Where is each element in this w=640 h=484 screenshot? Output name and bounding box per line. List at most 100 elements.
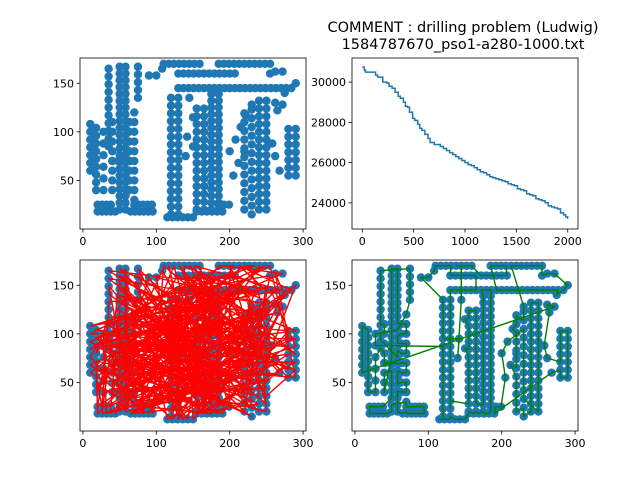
scatter-point xyxy=(199,174,209,183)
scatter-point xyxy=(166,194,176,204)
scatter-point xyxy=(262,182,271,191)
scatter-point xyxy=(121,96,130,105)
scatter-point xyxy=(247,157,256,167)
x-tick-label: 200 xyxy=(219,437,240,450)
scatter-point xyxy=(284,148,293,157)
scatter-point xyxy=(214,137,223,146)
axes-frame xyxy=(79,259,307,432)
scatter-point xyxy=(115,171,124,180)
scatter-point xyxy=(262,96,271,105)
scatter-point xyxy=(115,205,124,214)
x-tick-label: 0 xyxy=(351,437,358,450)
y-tick-label: 150 xyxy=(325,279,346,292)
scatter-point xyxy=(207,157,216,167)
scatter-point xyxy=(174,155,183,165)
x-tick-label: 0 xyxy=(359,235,366,248)
scatter-point xyxy=(291,124,300,134)
scatter-point xyxy=(254,158,264,168)
scatter-point xyxy=(174,163,183,172)
scatter-point xyxy=(199,158,209,168)
scatter-point xyxy=(166,171,176,180)
scatter-point xyxy=(115,178,124,187)
scatter-point xyxy=(133,70,143,79)
scatter-point xyxy=(207,130,216,139)
scatter-point xyxy=(174,202,183,211)
scatter-point xyxy=(254,150,264,160)
y-tick-label: 150 xyxy=(53,77,74,90)
x-tick-label: 200 xyxy=(491,437,512,450)
scatter-point xyxy=(192,127,201,137)
scatter-point xyxy=(166,148,176,157)
scatter-point xyxy=(214,89,223,99)
scatter-point xyxy=(225,147,234,156)
scatter-point xyxy=(91,185,101,195)
scatter-point xyxy=(254,182,264,191)
scatter-point xyxy=(115,144,124,153)
scatter-point xyxy=(133,85,143,95)
scatter-point xyxy=(291,140,300,149)
scatter-point xyxy=(147,200,157,209)
scatter-point xyxy=(262,174,271,183)
scatter-point xyxy=(247,140,256,149)
scatter-point xyxy=(192,182,201,191)
scatter-point xyxy=(121,69,130,78)
scatter-point xyxy=(130,108,139,117)
y-tick-label: 50 xyxy=(60,376,74,389)
scatter-point xyxy=(240,196,249,206)
scatter-point xyxy=(199,112,209,121)
scatter-point xyxy=(254,135,264,144)
scatter-point xyxy=(108,127,117,137)
scatter-point xyxy=(130,147,139,156)
scatter-point xyxy=(284,171,293,180)
scatter-point xyxy=(104,80,113,89)
scatter-point xyxy=(278,67,287,76)
scatter-point xyxy=(91,154,101,164)
convergence-series-line xyxy=(362,66,569,219)
scatter-point xyxy=(254,96,264,105)
y-tick-label: 30000 xyxy=(311,76,346,89)
scatter-point xyxy=(247,122,256,132)
scatter-point xyxy=(199,197,209,206)
scatter-point xyxy=(229,171,238,180)
scatter-point xyxy=(207,96,216,105)
scatter-point xyxy=(108,185,117,195)
scatter-point xyxy=(214,171,223,180)
scatter-point xyxy=(230,69,240,78)
scatter-point xyxy=(224,200,234,209)
scatter-point xyxy=(115,198,124,207)
scatter-point xyxy=(130,117,139,127)
x-tick-label: 100 xyxy=(146,235,167,248)
scatter-point xyxy=(247,105,256,114)
scatter-point xyxy=(115,103,124,112)
scatter-point xyxy=(207,150,216,160)
scatter-point xyxy=(254,166,264,175)
scatter-point xyxy=(104,111,113,120)
scatter-point xyxy=(174,132,183,141)
axes-frame xyxy=(351,259,579,432)
scatter-point xyxy=(115,110,124,119)
scatter-point xyxy=(166,155,176,165)
y-tick-label: 28000 xyxy=(311,116,346,129)
scatter-point xyxy=(247,175,256,184)
scatter-point xyxy=(270,67,280,76)
scatter-point xyxy=(99,174,108,183)
figure-title-line1: COMMENT : drilling problem (Ludwig) xyxy=(327,20,598,36)
axes-frame xyxy=(79,57,307,230)
scatter-point xyxy=(115,96,124,105)
scatter-point xyxy=(207,110,216,119)
plot-area xyxy=(86,59,300,222)
tour-line xyxy=(89,265,297,420)
scatter-point xyxy=(104,64,113,73)
scatter-point xyxy=(254,104,264,113)
scatter-point xyxy=(166,140,176,149)
y-tick-label: 100 xyxy=(53,126,74,139)
scatter-point xyxy=(108,156,117,166)
x-tick-label: 100 xyxy=(418,437,439,450)
scatter-point xyxy=(166,202,176,211)
scatter-point xyxy=(174,93,183,103)
scatter-point xyxy=(115,164,124,173)
scatter-point xyxy=(115,62,124,71)
x-tick-label: 1000 xyxy=(451,235,479,248)
scatter-point xyxy=(115,82,124,92)
scatter-point xyxy=(192,174,201,183)
